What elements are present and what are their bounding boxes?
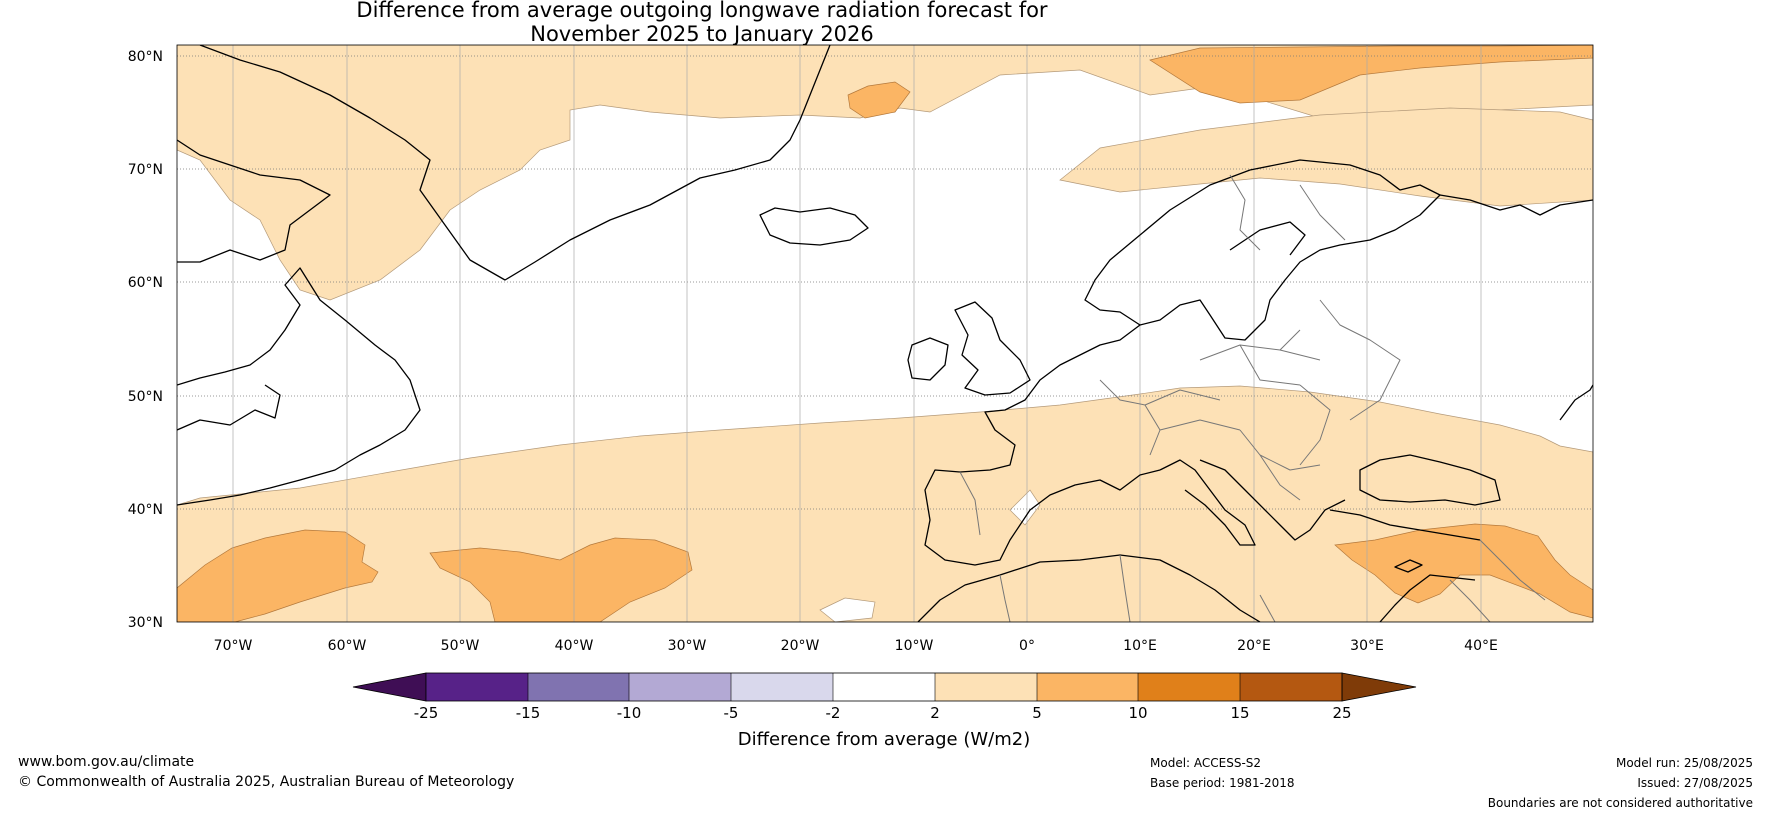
coastline-baltic — [1229, 221, 1306, 256]
colorbar-bin — [1138, 673, 1240, 701]
coastline-ireland — [907, 337, 949, 381]
title-line-2: November 2025 to January 2026 — [530, 22, 874, 46]
coastline-north-africa — [917, 554, 1261, 622]
coastline-labrador — [177, 267, 421, 506]
lon-labels: 70°W 60°W 50°W 40°W 30°W 20°W 10°W 0° 10… — [214, 638, 1498, 654]
lat-label: 30°N — [128, 615, 163, 631]
footer-copyright: © Commonwealth of Australia 2025, Austra… — [18, 774, 515, 790]
colorbar: -25 -15 -10 -5 -2 2 5 10 15 25 Differenc… — [352, 672, 1417, 750]
anomaly-gap-atlantic — [819, 597, 876, 622]
lat-label: 80°N — [128, 49, 163, 65]
border-scandinavia — [1229, 174, 1346, 251]
colorbar-bin — [1240, 673, 1342, 701]
colorbar-bin — [833, 673, 935, 701]
border-middle-east — [1449, 539, 1546, 622]
anomaly-region-barents — [1059, 107, 1593, 207]
coastline-baffin-north — [177, 139, 331, 263]
coastline-greenland — [199, 45, 831, 281]
lon-label: 40°W — [555, 638, 594, 654]
colorbar-tick: 5 — [1032, 704, 1042, 722]
colorbar-bin — [629, 673, 731, 701]
footer-issued: Issued: 27/08/2025 — [1637, 776, 1753, 790]
colorbar-tick: -2 — [826, 704, 841, 722]
coastline-iceland — [759, 207, 869, 246]
coastline-balkans — [1199, 459, 1346, 541]
lat-label: 40°N — [128, 502, 163, 518]
coastline-caspian — [1559, 384, 1593, 421]
anomaly-region-west-subtropics — [177, 529, 379, 622]
lon-label: 30°E — [1350, 638, 1384, 654]
lon-label: 10°W — [895, 638, 934, 654]
country-borders — [959, 174, 1546, 622]
colorbar-bin — [1037, 673, 1138, 701]
colorbar-bin — [426, 673, 528, 701]
colorbar-bin — [935, 673, 1037, 701]
anomaly-shading — [177, 45, 1593, 622]
colorbar-dividers — [527, 673, 1241, 701]
coastline-scandinavia — [1084, 159, 1441, 341]
map-frame — [176, 44, 1594, 623]
lon-label: 50°W — [441, 638, 480, 654]
footer-model-run: Model run: 25/08/2025 — [1615, 756, 1753, 770]
lat-label: 60°N — [128, 275, 163, 291]
coastline-north-russia — [1439, 194, 1593, 216]
border-western-europe — [1099, 379, 1241, 456]
lat-label: 50°N — [128, 389, 163, 405]
lat-label: 70°N — [128, 162, 163, 178]
map-title: Difference from average outgoing longwav… — [0, 0, 1404, 46]
colorbar-tick: 25 — [1332, 704, 1351, 722]
border-iberia — [959, 471, 981, 536]
title-line-1: Difference from average outgoing longwav… — [356, 0, 1048, 22]
colorbar-tick: 10 — [1128, 704, 1147, 722]
coastline-levant — [1379, 574, 1476, 622]
anomaly-region-svalbard — [1149, 45, 1593, 104]
coastline-hudson-bay — [177, 384, 281, 431]
coastline-anatolia — [1329, 509, 1481, 541]
footer-model: Model: ACCESS-S2 — [1150, 756, 1262, 770]
coastlines — [177, 45, 1593, 622]
coastline-europe-west — [924, 324, 1161, 566]
colorbar-tick: -10 — [617, 704, 642, 722]
lon-label: 30°W — [668, 638, 707, 654]
coastline-cyprus — [1394, 559, 1423, 573]
border-eastern-europe — [1299, 299, 1401, 466]
border-balkans — [1239, 429, 1321, 501]
colorbar-tick: 15 — [1230, 704, 1249, 722]
colorbar-outline — [425, 672, 1343, 702]
lon-label: 20°E — [1237, 638, 1271, 654]
anomaly-region-mid-subtropics — [429, 537, 693, 622]
border-central-europe — [1199, 329, 1321, 386]
colorbar-extend-low — [352, 672, 427, 702]
lon-label: 60°W — [328, 638, 367, 654]
colorbar-bin — [528, 673, 629, 701]
coastline-italy — [1159, 459, 1256, 546]
colorbar-label: Difference from average (W/m2) — [738, 729, 1030, 750]
lon-label: 70°W — [214, 638, 253, 654]
footer-disclaimer: Boundaries are not considered authoritat… — [1487, 796, 1753, 810]
lon-label: 10°E — [1123, 638, 1157, 654]
border-north-africa — [999, 554, 1276, 622]
footer-url: www.bom.gov.au/climate — [18, 754, 195, 770]
colorbar-tick: 2 — [930, 704, 940, 722]
graticule — [177, 45, 1593, 622]
colorbar-tick: -25 — [414, 704, 439, 722]
anomaly-region-east-greenland-sea — [847, 81, 911, 119]
lon-label: 20°W — [781, 638, 820, 654]
colorbar-extend-high — [1341, 672, 1417, 702]
coastline-great-britain — [954, 301, 1031, 396]
anomaly-region-east-mediterranean — [1334, 523, 1593, 619]
colorbar-tick: -5 — [724, 704, 739, 722]
lon-label: 40°E — [1464, 638, 1498, 654]
anomaly-gap-iberia — [1009, 489, 1041, 526]
colorbar-bin — [731, 673, 833, 701]
coastline-black-sea — [1359, 454, 1501, 506]
footer-base-period: Base period: 1981-2018 — [1150, 776, 1295, 790]
colorbar-tick: -15 — [516, 704, 541, 722]
lon-label: 0° — [1019, 638, 1035, 654]
lat-labels: 80°N 70°N 60°N 50°N 40°N 30°N — [128, 49, 163, 631]
